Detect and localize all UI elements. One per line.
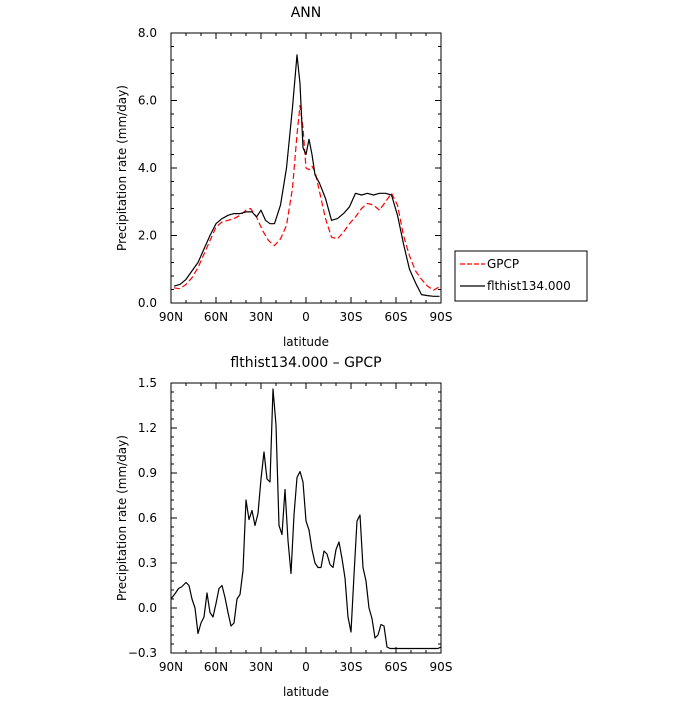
x-tick-label: 30N [249, 660, 273, 674]
y-tick-label: 0.9 [138, 466, 157, 480]
y-axis-label: Precipitation rate (mm/day) [115, 435, 129, 601]
series-line-flthist134-000 [173, 54, 440, 297]
x-tick-label: 60S [385, 660, 408, 674]
chart-title: ANN [291, 5, 322, 21]
y-tick-label: 0.6 [138, 511, 157, 525]
y-tick-label: 0.0 [138, 601, 157, 615]
top-panel-annual-precip: ANN 90N 60N 30N 0 30S 60S 90S 0.0 2.0 4.0 6.0 8.0 lat… [115, 5, 588, 349]
y-tick-label: 0.3 [138, 556, 157, 570]
y-tick-label: −0.3 [128, 646, 157, 660]
bottom-panel-difference: flthist134.000 – GPCP 90N 60N 30N 0 30S 60S 90S… [115, 355, 452, 699]
x-tick-label: 60N [204, 660, 228, 674]
x-tick-label: 90N [159, 660, 183, 674]
legend-label: GPCP [487, 257, 519, 271]
series-line-gpcp [173, 104, 440, 291]
y-tick-label: 8.0 [138, 26, 157, 40]
x-tick-label: 30N [249, 310, 273, 324]
legend-box [454, 250, 588, 302]
x-tick-label: 60N [204, 310, 228, 324]
legend-label: flthist134.000 [487, 279, 571, 293]
y-tick-label: 4.0 [138, 161, 157, 175]
x-axis-label: latitude [283, 685, 329, 699]
x-tick-label: 60S [385, 310, 408, 324]
x-tick-label: 0 [302, 310, 310, 324]
series-line-diff-0 [170, 388, 442, 650]
x-axis-label: latitude [283, 335, 329, 349]
x-tick-label: 30S [340, 310, 363, 324]
y-axis-label: Precipitation rate (mm/day) [115, 85, 129, 251]
x-tick-label: 90N [159, 310, 183, 324]
y-tick-label: 1.5 [138, 376, 157, 390]
x-tick-label: 90S [430, 310, 453, 324]
x-tick-label: 90S [430, 660, 453, 674]
y-tick-label: 6.0 [138, 94, 157, 108]
x-tick-label: 30S [340, 660, 363, 674]
chart-title: flthist134.000 – GPCP [230, 355, 381, 371]
y-tick-label: 2.0 [138, 229, 157, 243]
y-tick-label: 1.2 [138, 421, 157, 435]
x-tick-label: 0 [302, 660, 310, 674]
y-tick-label: 0.0 [138, 296, 157, 310]
